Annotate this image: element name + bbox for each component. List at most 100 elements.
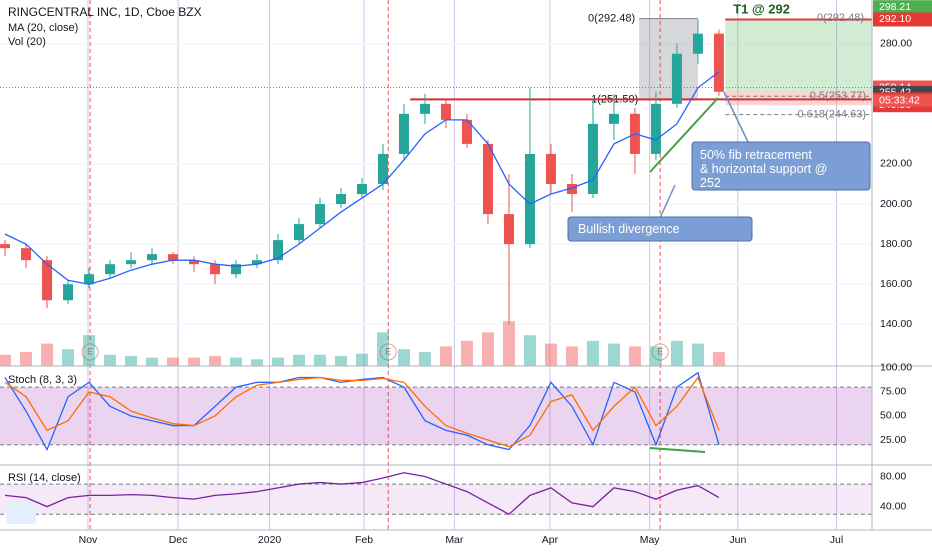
volume-bar [460, 340, 473, 366]
volume-bar [41, 343, 54, 366]
candle-body [252, 260, 263, 265]
volume-bar [313, 354, 326, 366]
earnings-marker [81, 343, 99, 361]
candle-body [126, 260, 137, 265]
earnings-label: E [87, 346, 93, 356]
rsi-title: RSI (14, close) [8, 472, 81, 484]
y-tick-label: 220.00 [880, 158, 912, 170]
vol-label: Vol (20) [8, 36, 46, 48]
logo [6, 502, 36, 524]
candle-body [440, 103, 451, 120]
volume-bar [586, 340, 599, 366]
stoch-title: Stoch (8, 3, 3) [8, 374, 77, 386]
candle-body [524, 153, 535, 245]
fib-label: 0(292.48) [588, 13, 635, 25]
x-tick-label: Jun [729, 534, 746, 546]
volume-bar [271, 357, 284, 366]
rsi-line [4, 472, 720, 515]
ma-label: MA (20, close) [8, 22, 78, 34]
volume-bar [167, 357, 180, 366]
callout-pointer [659, 184, 676, 219]
y-tick-label: 140.00 [880, 318, 912, 330]
volume-bar [628, 346, 641, 366]
volume-bar [188, 357, 201, 366]
volume-bar [125, 355, 138, 366]
rsi-band [0, 484, 872, 515]
chart-title: RINGCENTRAL INC, 1D, Cboe BZX [8, 5, 202, 19]
earnings-label: E [385, 346, 391, 356]
y-tick-label: 200.00 [880, 198, 912, 210]
earnings-marker [651, 343, 669, 361]
divergence-line [649, 97, 719, 173]
candle-body [0, 244, 11, 249]
callout-line: 252 [700, 176, 721, 190]
x-tick-label: Nov [79, 534, 98, 546]
y-tick-label: 280.00 [880, 37, 912, 49]
candle-body [398, 113, 409, 154]
price-marker-label: 298.21 [879, 1, 911, 13]
candle-body [147, 254, 158, 261]
volume-bar [502, 321, 515, 366]
volume-bar [251, 359, 264, 366]
candle-body [650, 103, 661, 154]
earnings-marker [379, 343, 397, 361]
y-tick-label: 75.00 [880, 386, 906, 398]
candle-body [566, 184, 577, 195]
candle-body [314, 204, 325, 225]
price-marker [873, 12, 932, 27]
candle-body [503, 214, 514, 245]
fib-box [639, 18, 698, 101]
candle-body [356, 184, 367, 195]
volume-bar [607, 343, 620, 366]
candle-body [210, 264, 221, 275]
candle-body [482, 143, 493, 215]
candle-body [545, 153, 556, 185]
volume-bar [209, 355, 222, 366]
candle-body [168, 254, 179, 261]
y-tick-label: 180.00 [880, 238, 912, 250]
countdown-box [873, 94, 932, 107]
x-tick-label: 2020 [258, 534, 282, 546]
volume-bar [104, 354, 117, 366]
x-tick-label: Feb [355, 534, 373, 546]
x-tick-label: May [640, 534, 661, 546]
candle-body [21, 248, 32, 261]
callout-line: Bullish divergence [578, 222, 679, 236]
ma-line [4, 71, 720, 285]
volume-bar [376, 332, 389, 366]
stoch-line [4, 376, 720, 448]
x-tick-label: Jul [830, 534, 843, 546]
volume-bar [544, 343, 557, 366]
callout [691, 141, 871, 191]
candle-body [377, 153, 388, 185]
volume-bar [20, 352, 33, 366]
volume-bar [439, 346, 452, 366]
stoch-line [4, 371, 720, 452]
volume-bar [355, 353, 368, 366]
callout-text: Bullish divergence [578, 222, 679, 236]
candle-body [335, 194, 346, 205]
candle-body [63, 284, 74, 301]
y-tick-label: 40.00 [880, 500, 906, 512]
x-tick-label: Mar [445, 534, 464, 546]
x-tick-label: Apr [542, 534, 559, 546]
candle-body [42, 260, 53, 301]
y-tick-label: 50.00 [880, 410, 906, 422]
candle-body [84, 274, 95, 285]
volume-bar [146, 357, 159, 366]
volume-bar [712, 352, 725, 366]
callout-line: 50% fib retracement [700, 148, 812, 162]
y-tick-label: 80.00 [880, 470, 906, 482]
earnings-label: E [657, 346, 663, 356]
volume-bar [0, 354, 12, 366]
candle-body [419, 103, 430, 114]
callout-line: & horizontal support @ [700, 162, 827, 176]
volume-bar [292, 354, 305, 366]
candle-body [671, 53, 682, 104]
volume-bar [62, 349, 75, 366]
fib-level-label: 0.618(244.63) [798, 108, 867, 120]
candle-body [608, 113, 619, 124]
candle-body [105, 264, 116, 275]
